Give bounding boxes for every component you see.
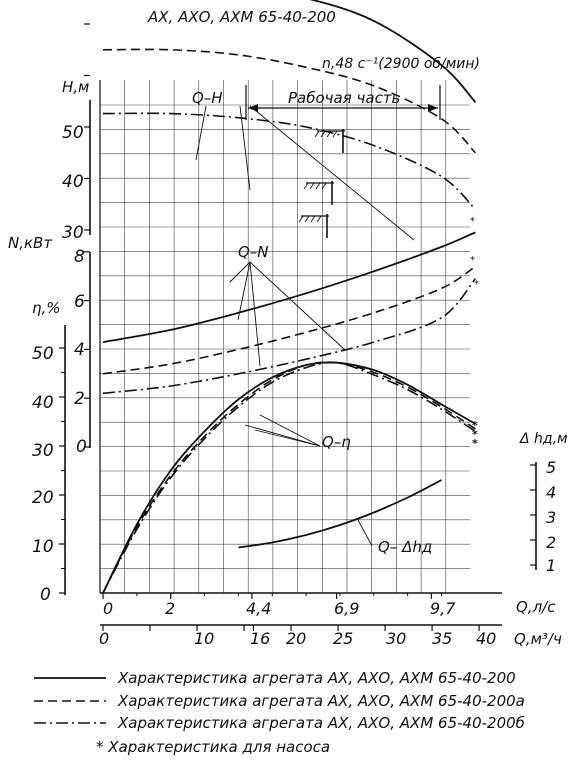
operating-point-hatch [310,215,316,223]
operating-point-hatch [304,215,310,223]
eta-tick-0: 0 [40,585,51,605]
q-m3h-tick-5: 30 [386,629,406,648]
q-m3h-tick-1: 10 [194,629,214,648]
operating-point-hatch [303,182,309,190]
operating-point-hatch [298,215,304,223]
series-qh-200-line [309,0,477,103]
q-ls-axis-label: Q,л/с [516,598,556,616]
callout-leader [195,105,207,161]
operating-point-hatch [309,182,315,190]
chart-title: АХ, АХО, АХМ 65-40-200 [147,8,336,26]
n-tick-3: 6 [74,292,85,312]
n-tick-4: 8 [74,247,85,267]
qn-curve-label: Q–N [238,243,269,261]
q-m3h-tick-4: 25 [333,629,353,648]
star-qh-a: * [470,216,475,227]
operating-point-hatch [332,130,338,138]
legend-text-pump: * Характеристика для насоса [96,738,330,756]
chart-subtitle: n,48 с⁻¹(2900 об/мин) [322,56,480,72]
dh-tick-2: 3 [546,508,556,527]
h-tick-0: 30 [62,223,84,243]
series-qh-200a-line [102,48,476,154]
q-ls-tick-4: 9,7 [430,599,456,618]
callout-leader [259,414,321,447]
operating-point-hatch [320,130,326,138]
eta-axis-label: η,% [32,299,61,317]
eta-tick-5: 50 [32,344,54,364]
series-qn-200b-line [102,278,477,395]
n-tick-2: 4 [74,340,85,360]
callout-leader [249,105,415,241]
h-tick-2: 50 [62,123,84,143]
work-zone-arrow-right [428,104,438,112]
qh-curve-label: Q–H [192,89,223,107]
operating-point-hatch [315,182,321,190]
callout-leader [244,424,321,447]
callout-leader [239,105,251,191]
h-tick-1: 40 [62,172,84,192]
work-zone-label: Рабочая часть [288,89,400,107]
callout-leader [229,261,251,283]
star-eta-2: * [472,428,478,441]
star-qn-a: * [470,255,475,266]
callout-leader [249,261,261,367]
callout-leader [237,261,251,321]
q-m3h-tick-0: 0 [99,629,109,648]
operating-point-hatch [314,130,320,138]
callout-leader [357,519,373,547]
series-qeta-200a-line [102,361,476,594]
eta-tick-2: 20 [32,488,54,508]
q-ls-tick-2: 4,4 [246,599,271,618]
operating-point-hatch [326,130,332,138]
dh-tick-0: 1 [546,556,556,575]
n-tick-1: 2 [74,389,85,409]
star-eta-1: * [472,419,478,432]
dh-tick-1: 2 [546,533,556,552]
series-qdh-200-line [238,479,442,549]
qdh-curve-label: Q– Δhд [378,538,432,556]
eta-tick-4: 40 [32,393,54,413]
star-eta-3: * [472,437,478,450]
q-m3h-tick-3: 20 [286,629,306,648]
operating-point-hatch [316,215,322,223]
qeta-curve-label: Q–η [322,433,351,451]
chart-curves [102,0,477,594]
q-ls-tick-1: 2 [165,599,175,618]
dh-tick-4: 5 [546,458,556,477]
dh-tick-3: 4 [546,483,556,502]
series-qn-200a-line [102,265,476,375]
n-axis-label: N,кВт [8,234,53,252]
n-tick-0: 0 [76,437,87,457]
q-ls-tick-0: 0 [103,599,113,618]
tick-labels: 30 40 50 0 2 4 6 8 0 10 20 30 40 50 1 2 … [32,123,556,648]
series-qeta-200b-line [102,361,476,594]
h-axis-label: Н,м [62,78,89,96]
legend: Характеристика агрегата АХ, АХО, АХМ 65-… [34,669,525,756]
star-qn-b: * [474,279,479,290]
legend-text-200: Характеристика агрегата АХ, АХО, АХМ 65-… [117,669,516,687]
chart-grid [100,80,470,594]
eta-tick-3: 30 [32,441,54,461]
series-qn-200-line [102,231,476,343]
operating-point-hatch [321,182,327,190]
q-m3h-tick-7: 40 [476,629,496,648]
series-qh-200b-line [102,112,476,210]
eta-tick-1: 10 [32,537,54,557]
q-m3h-axis-label: Q,м³/ч [514,630,562,648]
q-m3h-tick-2: 16 [250,629,270,648]
chart-decorations [59,23,537,631]
q-ls-tick-3: 6,9 [334,599,359,618]
legend-text-200a: Характеристика агрегата АХ, АХО, АХМ 65-… [117,692,525,710]
legend-text-200b: Характеристика агрегата АХ, АХО, АХМ 65-… [117,714,525,732]
callout-leader [249,261,346,351]
q-m3h-tick-6: 35 [432,629,452,648]
dh-axis-label: Δ hд,м [519,431,568,447]
series-qeta-200-line [102,361,476,594]
